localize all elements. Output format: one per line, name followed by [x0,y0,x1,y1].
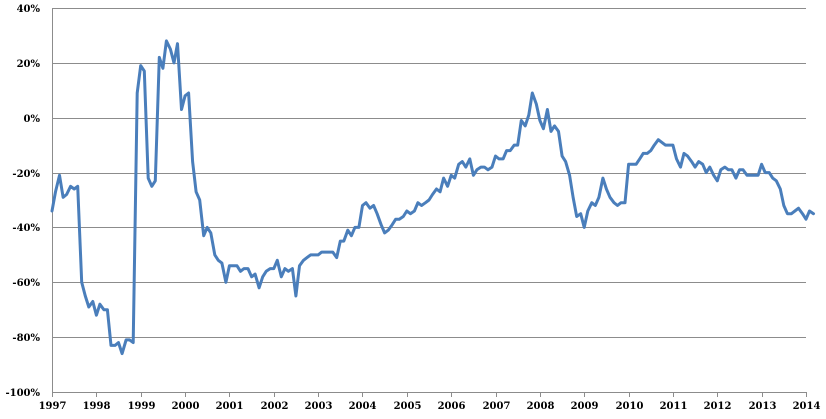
x-tick-label: 2009 [571,401,599,412]
x-tick-label: 1998 [83,401,111,412]
series-line-0 [50,39,815,356]
x-tick-label: 1999 [128,401,156,412]
x-tick-label: 2012 [704,401,732,412]
y-axis-tick-labels: 40% 20% 0% -20% -40% -60% -80% -100% [5,4,40,399]
x-tick-label: 2011 [660,401,688,412]
y-tick-label: -60% [12,278,40,289]
x-tick-label: 2004 [349,401,377,412]
x-tick-label: 2014 [793,401,821,412]
x-tick-label: 2000 [172,401,200,412]
x-tick-label: 2010 [616,401,644,412]
y-tick-label: 0% [24,114,41,125]
x-tick-label: 1997 [39,401,67,412]
y-tick-label: -20% [12,169,40,180]
x-tick-label: 2013 [749,401,777,412]
y-tick-label: -100% [5,388,40,399]
x-tick-label: 2001 [216,401,244,412]
x-tick-label: 2005 [394,401,422,412]
y-tick-label: -80% [12,333,40,344]
y-tick-label: 40% [17,4,41,15]
x-tick-label: 2008 [527,401,555,412]
series-layer [50,39,815,356]
x-tick-label: 2007 [483,401,511,412]
x-tick-label: 2003 [305,401,333,412]
x-tick-label: 2002 [261,401,289,412]
x-tick-label: 2006 [438,401,466,412]
y-tick-label: -40% [12,223,40,234]
axes [52,8,807,397]
y-tick-label: 20% [17,59,41,70]
x-axis-tick-labels: 1997 1998 1999 2000 2001 2002 2003 2004 2005 2006… [39,401,821,412]
